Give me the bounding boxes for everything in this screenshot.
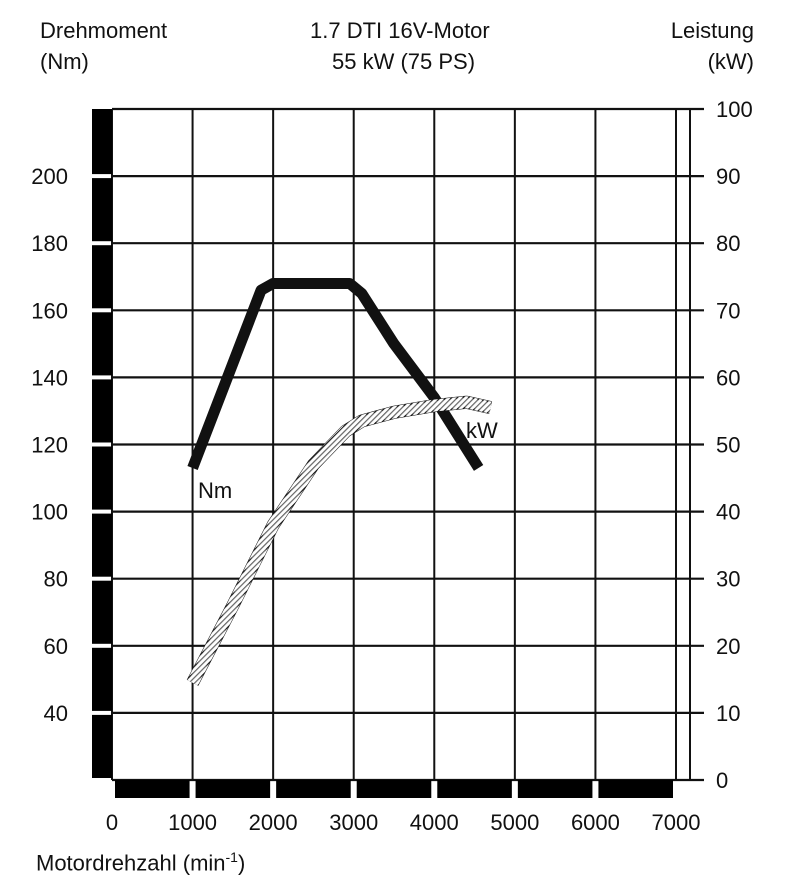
right-tick-label: 80: [716, 231, 740, 256]
x-tick-label: 3000: [329, 810, 378, 835]
x-axis-title-exponent: -1: [225, 849, 238, 865]
bottom-axis-bar-segment: [195, 780, 271, 798]
right-tick-label: 10: [716, 701, 740, 726]
right-tick-label: 30: [716, 567, 740, 592]
right-tick-label: 60: [716, 365, 740, 390]
left-axis-bar-segment: [92, 245, 112, 309]
right-tick-label: 0: [716, 768, 728, 793]
bottom-axis-bar-segment: [517, 780, 593, 798]
right-tick-label: 20: [716, 634, 740, 659]
x-axis-title-close: ): [237, 850, 246, 876]
right-tick-label: 50: [716, 433, 740, 458]
x-tick-label: 6000: [571, 810, 620, 835]
bottom-axis-bar-segment: [598, 780, 673, 798]
left-tick-label: 140: [31, 365, 68, 390]
left-axis-bar-segment: [92, 446, 112, 510]
right-tick-label: 100: [716, 97, 753, 122]
series-label-kw: kW: [466, 418, 498, 443]
series-kw-fill: [188, 397, 492, 685]
left-axis-bar-segment: [92, 312, 112, 376]
bottom-axis-bar-segment: [115, 780, 190, 798]
series-lines: [186, 277, 493, 686]
x-axis-title-text: Motordrehzahl (min: [36, 850, 226, 876]
left-axis-bar-segment: [92, 714, 112, 778]
chart-title: 1.7 DTI 16V-Motor: [310, 18, 490, 43]
right-tick-label: 40: [716, 500, 740, 525]
x-tick-label: 1000: [168, 810, 217, 835]
x-tick-label: 5000: [490, 810, 539, 835]
left-axis-bar-segment: [92, 580, 112, 644]
left-tick-label: 180: [31, 231, 68, 256]
right-axis-title: Leistung: [670, 18, 754, 43]
bottom-axis-bar-segment: [356, 780, 432, 798]
right-tick-label: 70: [716, 298, 740, 323]
bottom-axis-bar-segment: [276, 780, 351, 798]
axis-frames: [92, 109, 691, 798]
left-axis-bar-segment: [92, 513, 112, 577]
left-axis-bar-segment: [92, 178, 112, 242]
left-axis-unit: (Nm): [40, 49, 89, 74]
left-axis-bar-segment: [92, 647, 112, 711]
left-tick-label: 200: [31, 164, 68, 189]
right-axis-unit: (kW): [707, 49, 754, 74]
x-tick-label: 2000: [249, 810, 298, 835]
series-kw-line: [187, 396, 492, 686]
right-tick-label: 90: [716, 164, 740, 189]
x-tick-label: 4000: [410, 810, 459, 835]
left-axis-bar-segment: [92, 109, 112, 175]
x-axis-title: Motordrehzahl (min-1): [36, 844, 245, 876]
left-tick-label: 120: [31, 433, 68, 458]
x-tick-label: 0: [106, 810, 118, 835]
bottom-axis-bar-segment: [437, 780, 512, 798]
chart-subtitle: 55 kW (75 PS): [332, 49, 476, 74]
series-label-nm: Nm: [198, 478, 232, 503]
left-axis-bar-segment: [92, 379, 112, 443]
x-tick-label: 7000: [652, 810, 701, 835]
left-tick-label: 100: [31, 500, 68, 525]
left-tick-label: 40: [44, 701, 68, 726]
left-axis-title: Drehmoment: [40, 18, 168, 43]
left-tick-label: 160: [31, 298, 68, 323]
grid: [111, 107, 704, 782]
left-tick-label: 80: [44, 567, 68, 592]
left-tick-label: 60: [44, 634, 68, 659]
series-nm-line: [187, 277, 484, 471]
